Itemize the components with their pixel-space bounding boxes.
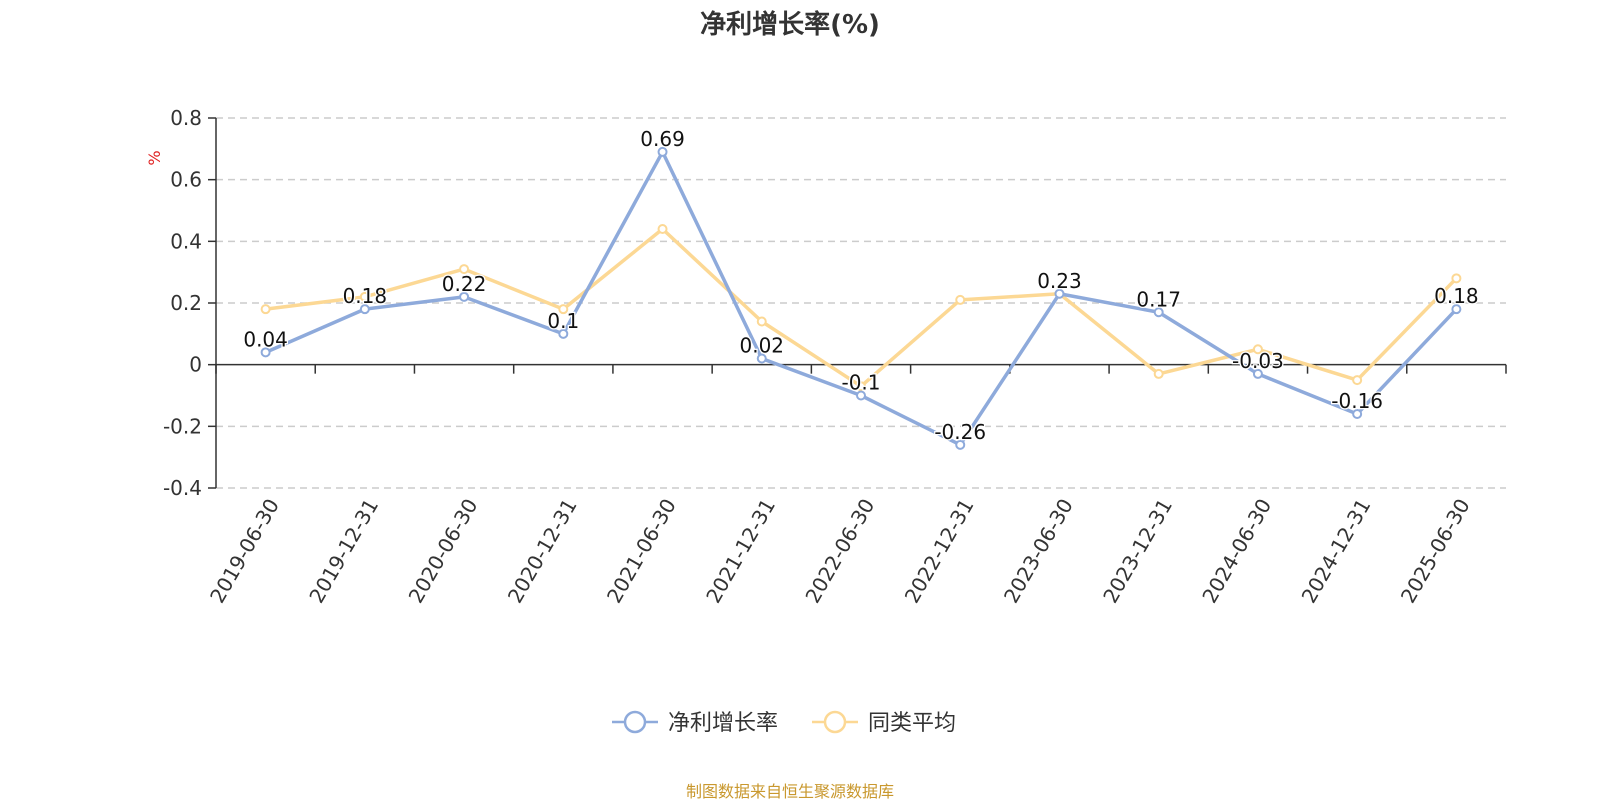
x-tick-label: 2024-06-30	[1197, 495, 1276, 608]
axes: 0.8 0.6 0.4 0.2 0 -0.2 -0.4% 2019-06-30 2019-12-…	[145, 106, 1507, 608]
data-point[interactable]	[558, 328, 569, 339]
data-point[interactable]	[260, 304, 271, 315]
series-line	[264, 150, 1458, 447]
legend-marker[interactable]	[823, 710, 847, 734]
data-point[interactable]	[359, 304, 370, 315]
x-tick-label: 2022-12-31	[900, 495, 979, 608]
data-label: -0.1	[841, 371, 880, 395]
data-label: 0.22	[442, 272, 487, 296]
data-label: 0.18	[1434, 284, 1479, 308]
data-point[interactable]	[657, 224, 668, 234]
data-point[interactable]	[1054, 288, 1065, 299]
legend[interactable]: 净利增长率 同类平均	[612, 710, 956, 736]
x-tick-label: 2020-06-30	[404, 495, 483, 608]
data-label: -0.03	[1232, 349, 1284, 373]
y-tick-label: -0.2	[163, 414, 202, 438]
x-tick-label: 2024-12-31	[1297, 495, 1376, 608]
y-tick-label: 0.4	[170, 229, 202, 253]
series-lines	[260, 146, 1462, 450]
data-point[interactable]	[955, 439, 966, 450]
legend-marker[interactable]	[623, 710, 647, 734]
y-tick-label: 0.8	[170, 106, 202, 130]
y-axis-unit-label: %	[145, 150, 164, 165]
x-tick-label: 2019-06-30	[205, 495, 284, 608]
data-point[interactable]	[459, 291, 470, 302]
data-point[interactable]	[260, 347, 271, 358]
grid-lines	[216, 117, 1506, 489]
x-tick-label: 2020-12-31	[503, 495, 582, 608]
data-label: 0.69	[640, 127, 685, 151]
data-label: 0.02	[740, 334, 785, 358]
data-point[interactable]	[1451, 304, 1462, 315]
y-tick-label: 0.6	[170, 168, 202, 192]
data-point[interactable]	[1252, 368, 1263, 379]
data-point[interactable]	[756, 353, 767, 364]
legend-label[interactable]: 净利增长率	[668, 711, 778, 736]
y-tick-label: 0	[189, 353, 202, 377]
x-tick-label: 2025-06-30	[1396, 495, 1475, 608]
data-point[interactable]	[1451, 273, 1462, 284]
data-point[interactable]	[558, 304, 569, 315]
x-tick-label: 2021-12-31	[701, 495, 780, 608]
data-point[interactable]	[359, 291, 370, 302]
y-tick-label: -0.4	[163, 476, 202, 500]
data-point[interactable]	[1352, 375, 1363, 386]
data-point[interactable]	[1252, 344, 1263, 355]
chart-title: 净利增长率(%)	[700, 10, 880, 40]
data-point[interactable]	[756, 316, 767, 327]
data-point[interactable]	[657, 146, 668, 157]
data-point[interactable]	[856, 381, 866, 392]
data-label: -0.26	[934, 420, 986, 444]
x-tick-label: 2023-06-30	[999, 495, 1078, 608]
x-tick-label: 2022-06-30	[800, 495, 879, 608]
legend-label[interactable]: 同类平均	[868, 711, 956, 736]
y-tick-label: 0.2	[170, 291, 202, 315]
data-point[interactable]	[955, 294, 966, 305]
x-tick-label: 2019-12-31	[304, 495, 383, 608]
data-point[interactable]	[1352, 409, 1363, 419]
x-tick-label: 2021-06-30	[602, 495, 681, 608]
data-point[interactable]	[1153, 307, 1164, 318]
data-label: 0.04	[243, 327, 288, 351]
data-point[interactable]	[459, 264, 470, 275]
data-label: 0.18	[343, 284, 388, 308]
data-point[interactable]	[1153, 368, 1164, 379]
data-labels: 0.04 0.18 0.22 0.1 0.69 0.02 -0.1 -0.26 0.23 0.17…	[242, 126, 1480, 445]
x-tick-label: 2023-12-31	[1098, 495, 1177, 608]
data-label: 0.23	[1037, 269, 1082, 293]
data-label: -0.16	[1331, 389, 1383, 413]
data-label: 0.17	[1136, 287, 1181, 311]
source-note: 制图数据来自恒生聚源数据库	[685, 782, 894, 801]
data-point[interactable]	[856, 390, 866, 401]
data-label: 0.1	[547, 309, 579, 333]
